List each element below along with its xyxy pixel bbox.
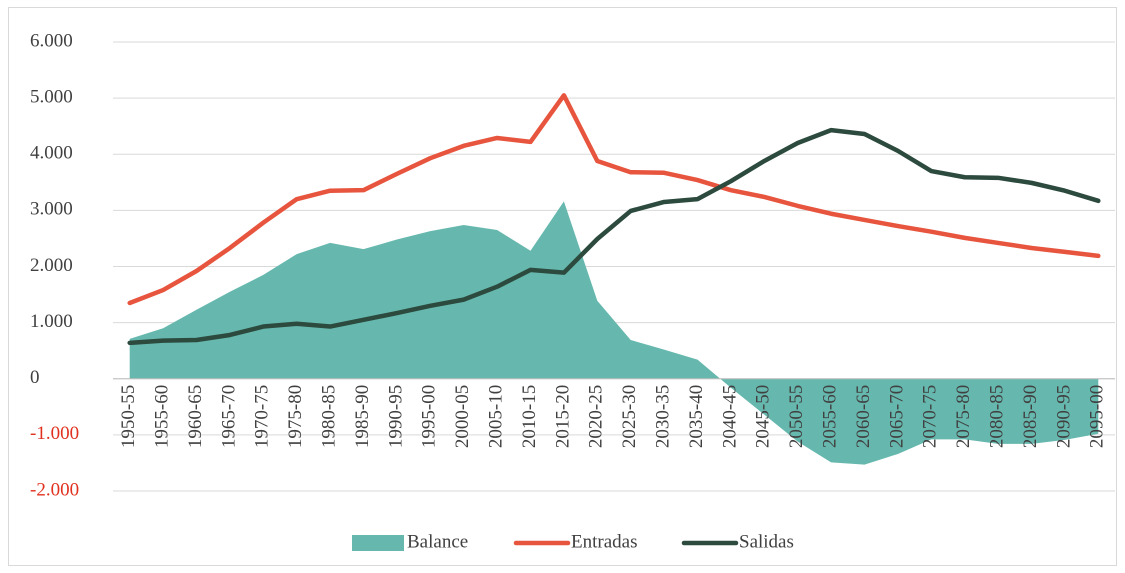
- x-tick-label: 2020-25: [586, 385, 607, 448]
- x-tick-label: 2060-65: [853, 385, 874, 448]
- x-tick-label: 1960-65: [185, 385, 206, 448]
- y-tick-label: -2.000: [30, 479, 79, 500]
- x-tick-label: 2035-40: [686, 385, 707, 448]
- x-tick-label: 2070-75: [920, 385, 941, 448]
- x-tick-label: 1985-90: [352, 385, 373, 448]
- x-tick-label: 1970-75: [252, 385, 273, 448]
- y-tick-label: 6.000: [30, 30, 73, 51]
- x-tick-label: 1950-55: [118, 385, 139, 448]
- x-tick-label: 2075-80: [953, 385, 974, 448]
- area: [129, 201, 1099, 465]
- y-tick-label: -1.000: [30, 423, 79, 444]
- x-tick-label: 1965-70: [218, 385, 239, 448]
- legend-swatch: [352, 535, 404, 551]
- y-tick-label: 3.000: [30, 199, 73, 220]
- y-tick-label: 2.000: [30, 255, 73, 276]
- x-tick-label: 2025-30: [619, 385, 640, 448]
- legend-label: Entradas: [571, 531, 637, 552]
- legend-label: Salidas: [739, 531, 794, 552]
- x-tick-label: 2005-10: [485, 385, 506, 448]
- y-tick-label: 4.000: [30, 143, 73, 164]
- y-tick-label: 0: [30, 367, 40, 388]
- x-tick-label: 2050-55: [786, 385, 807, 448]
- x-tick-label: 1955-60: [151, 385, 172, 448]
- x-tick-label: 2030-35: [652, 385, 673, 448]
- line: [127, 127, 1101, 346]
- x-tick-label: 1975-80: [285, 385, 306, 448]
- x-tick-label: 2015-20: [552, 385, 573, 448]
- x-tick-label: 2095-00: [1087, 385, 1108, 448]
- x-tick-label: 2090-95: [1053, 385, 1074, 448]
- legend-label: Balance: [407, 531, 468, 552]
- line: [127, 93, 1101, 306]
- x-tick-label: 1990-95: [385, 385, 406, 448]
- x-tick-label: 1980-85: [318, 385, 339, 448]
- y-tick-label: 5.000: [30, 86, 73, 107]
- x-tick-label: 2065-70: [886, 385, 907, 448]
- x-tick-label: 2045-50: [753, 385, 774, 448]
- x-tick-label: 1995-00: [419, 385, 440, 448]
- y-tick-label: 1.000: [30, 311, 73, 332]
- x-tick-label: 2000-05: [452, 385, 473, 448]
- x-tick-label: 2010-15: [519, 385, 540, 448]
- x-tick-label: 2040-45: [719, 385, 740, 448]
- x-tick-label: 2080-85: [986, 385, 1007, 448]
- x-tick-label: 2055-60: [819, 385, 840, 448]
- x-tick-label: 2085-90: [1020, 385, 1041, 448]
